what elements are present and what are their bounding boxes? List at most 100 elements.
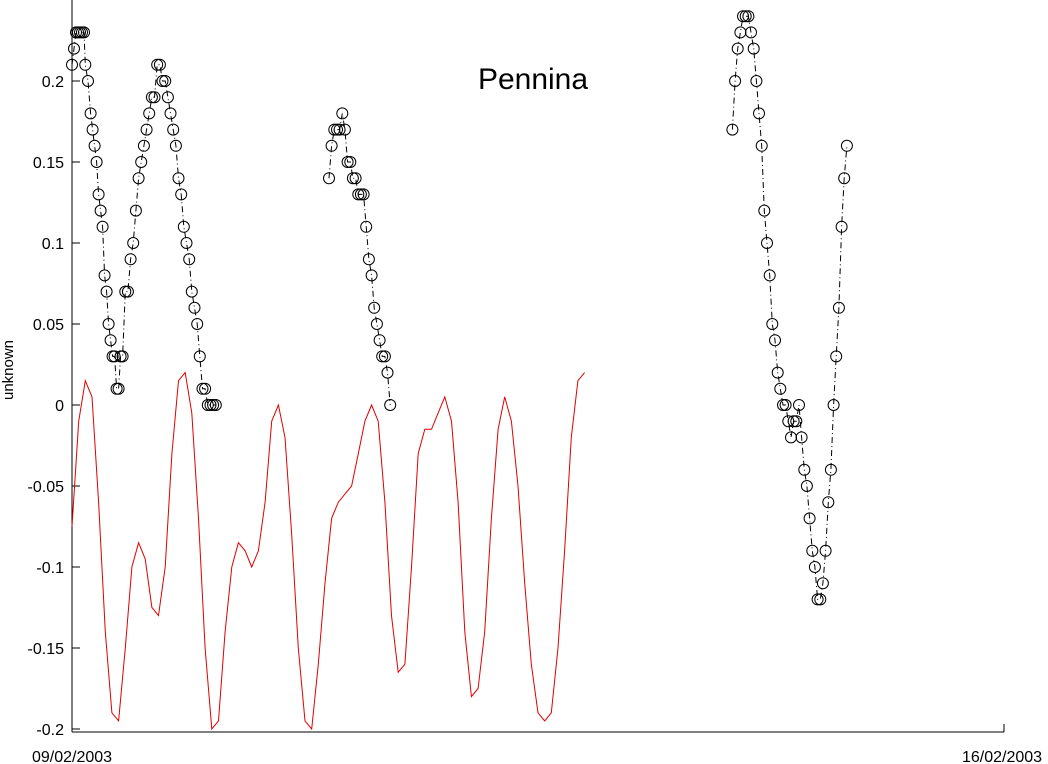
observed-point xyxy=(378,350,391,363)
observed-point xyxy=(785,431,797,444)
observed-point xyxy=(352,188,365,201)
observed-point xyxy=(782,415,795,428)
observed-point xyxy=(159,75,172,87)
observed-point xyxy=(137,139,150,152)
observed-point xyxy=(816,577,829,590)
observed-point xyxy=(116,350,129,363)
observed-point xyxy=(193,350,206,363)
observed-point xyxy=(175,188,188,201)
observed-point xyxy=(370,318,383,330)
observed-point xyxy=(338,123,351,136)
observed-point xyxy=(368,301,381,314)
observed-point xyxy=(183,253,196,266)
observed-point xyxy=(151,58,164,71)
y-tick-label: 0.1 xyxy=(42,236,64,253)
observed-point xyxy=(88,139,101,152)
observed-point xyxy=(827,399,840,411)
observed-point xyxy=(104,334,117,347)
observed-point xyxy=(774,382,787,395)
y-tick-label: 0 xyxy=(55,398,64,415)
observed-point xyxy=(86,123,99,136)
observed-point xyxy=(112,382,125,395)
observed-point xyxy=(766,318,779,330)
observed-point xyxy=(331,123,343,136)
y-tick-label: -0.2 xyxy=(36,722,64,739)
observed-point xyxy=(346,172,359,185)
observed-point xyxy=(763,269,776,282)
observed-point xyxy=(731,42,744,55)
observed-point xyxy=(84,107,97,120)
observed-point xyxy=(119,285,132,298)
observed-point xyxy=(373,334,386,347)
observed-point xyxy=(747,42,760,55)
observed-point xyxy=(100,285,113,298)
observed-point xyxy=(787,415,800,428)
observed-point xyxy=(135,156,148,168)
observed-point xyxy=(333,123,346,136)
axes xyxy=(71,0,1005,733)
observed-point xyxy=(344,156,357,168)
observed-point xyxy=(79,58,92,71)
observed-point xyxy=(78,26,90,39)
observed-point xyxy=(94,204,107,217)
observed-point xyxy=(808,561,821,573)
observed-point xyxy=(840,139,853,152)
observed-point xyxy=(777,399,789,411)
y-tick-label: -0.05 xyxy=(28,479,65,496)
observed-point xyxy=(376,350,389,363)
observed-point xyxy=(354,188,367,201)
observed-point xyxy=(140,123,153,136)
series-predicted xyxy=(71,371,585,731)
observed-point xyxy=(806,544,819,557)
observed-point xyxy=(737,10,749,23)
observed-point xyxy=(204,399,217,411)
y-tick-label: -0.15 xyxy=(28,641,65,658)
observed-point xyxy=(811,593,824,606)
observed-point xyxy=(196,382,209,395)
observed-point xyxy=(734,26,747,39)
observed-point xyxy=(349,172,362,185)
observed-point xyxy=(360,220,373,233)
observed-point xyxy=(365,269,378,282)
observed-point xyxy=(68,42,80,55)
observed-point xyxy=(381,366,394,379)
observed-point xyxy=(121,285,134,298)
observed-point xyxy=(145,91,158,104)
observed-point xyxy=(188,301,201,314)
observed-point xyxy=(156,75,169,87)
observed-point xyxy=(209,399,222,411)
observed-point xyxy=(201,399,214,411)
observed-point xyxy=(127,237,140,249)
observed-point xyxy=(82,75,94,87)
y-tick-label: -0.1 xyxy=(36,560,64,577)
observed-point xyxy=(758,204,771,217)
observed-point xyxy=(96,220,109,233)
observed-point xyxy=(771,366,784,379)
observed-point xyxy=(102,318,115,330)
observed-point xyxy=(164,107,177,120)
predicted-line xyxy=(71,371,585,731)
observed-point xyxy=(153,58,166,71)
observed-point xyxy=(819,544,832,557)
observed-point xyxy=(838,172,851,185)
observed-point xyxy=(793,399,805,411)
observed-point xyxy=(750,75,763,87)
observed-point xyxy=(148,91,161,104)
series-observed xyxy=(66,10,853,606)
observed-point xyxy=(108,350,121,363)
observed-point xyxy=(325,139,338,152)
observed-point xyxy=(199,382,212,395)
observed-point xyxy=(814,593,827,606)
observed-point xyxy=(832,301,845,314)
y-axis-label: unknown xyxy=(0,340,17,400)
y-tick-label: 0.2 xyxy=(42,74,64,91)
observed-point xyxy=(739,10,752,23)
observed-point xyxy=(323,172,335,185)
observed-point xyxy=(169,139,182,152)
observed-point xyxy=(779,399,792,411)
y-tick-label: 0.05 xyxy=(33,317,64,334)
observed-point xyxy=(761,237,773,249)
observed-point xyxy=(92,188,105,201)
observed-point xyxy=(191,318,204,330)
